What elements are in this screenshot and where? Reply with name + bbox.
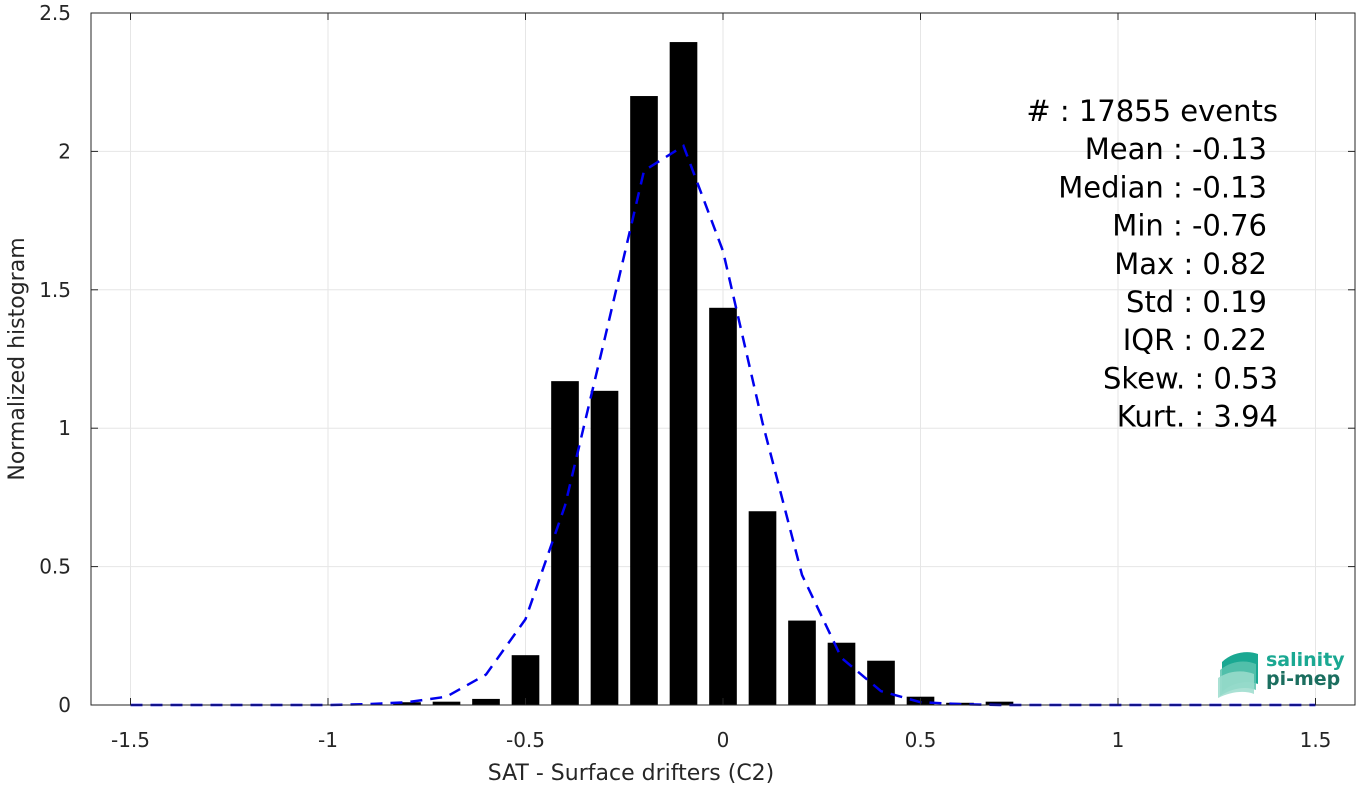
- x-tick-label: 0: [717, 728, 730, 752]
- logo-text-salinity: salinity: [1266, 649, 1345, 671]
- stat-line: IQR : 0.22: [1123, 323, 1267, 357]
- histogram-bar: [432, 701, 461, 705]
- histogram-bar: [709, 307, 737, 705]
- stat-line: Median : -0.13: [1058, 170, 1267, 204]
- stat-line: Skew. : 0.53: [1103, 361, 1278, 395]
- histogram-bar: [788, 620, 816, 705]
- histogram-bar: [590, 390, 619, 705]
- histogram-bar: [748, 511, 777, 705]
- x-axis-label: SAT - Surface drifters (C2): [488, 761, 775, 785]
- stat-line: Kurt. : 3.94: [1117, 400, 1278, 434]
- stat-line: # : 17855 events: [1026, 94, 1278, 128]
- y-tick-label: 0.5: [39, 555, 71, 579]
- x-tick-label: 1.5: [1300, 728, 1332, 752]
- x-axis-ticks: -1.5 -1 -0.5 0 0.5 1 1.5: [111, 13, 1331, 752]
- histogram-bar: [511, 655, 540, 705]
- histogram-bar: [827, 642, 856, 705]
- histogram-bar: [472, 698, 500, 705]
- stats-annotation: # : 17855 events Mean : -0.13 Median : -0.…: [1026, 94, 1278, 434]
- logo-text-pi-mep: pi-mep: [1266, 668, 1340, 690]
- y-tick-label: 0: [58, 693, 71, 717]
- salinity-pi-mep-logo: salinity pi-mep: [1218, 649, 1345, 698]
- x-tick-label: 1: [1112, 728, 1125, 752]
- y-tick-label: 2.5: [39, 1, 71, 25]
- histogram-bar: [867, 660, 895, 705]
- x-tick-label: -1: [318, 728, 338, 752]
- y-axis-label: Normalized histogram: [5, 237, 30, 480]
- stat-line: Mean : -0.13: [1085, 132, 1267, 166]
- x-tick-label: -0.5: [506, 728, 545, 752]
- histogram-bar: [669, 42, 698, 705]
- stat-line: Min : -0.76: [1112, 209, 1267, 243]
- histogram-bar: [393, 702, 421, 705]
- y-tick-label: 1: [58, 416, 71, 440]
- y-axis-ticks: 0 0.5 1 1.5 2 2.5: [39, 1, 1355, 717]
- histogram-bar: [985, 701, 1014, 705]
- logo-waves-icon: [1218, 652, 1258, 698]
- x-tick-label: -1.5: [111, 728, 150, 752]
- x-tick-label: 0.5: [905, 728, 937, 752]
- y-tick-label: 1.5: [39, 278, 71, 302]
- histogram-bar: [630, 96, 658, 706]
- stat-line: Max : 0.82: [1114, 247, 1267, 281]
- stat-line: Std : 0.19: [1126, 285, 1267, 319]
- y-tick-label: 2: [58, 139, 71, 163]
- histogram-bar: [551, 381, 579, 705]
